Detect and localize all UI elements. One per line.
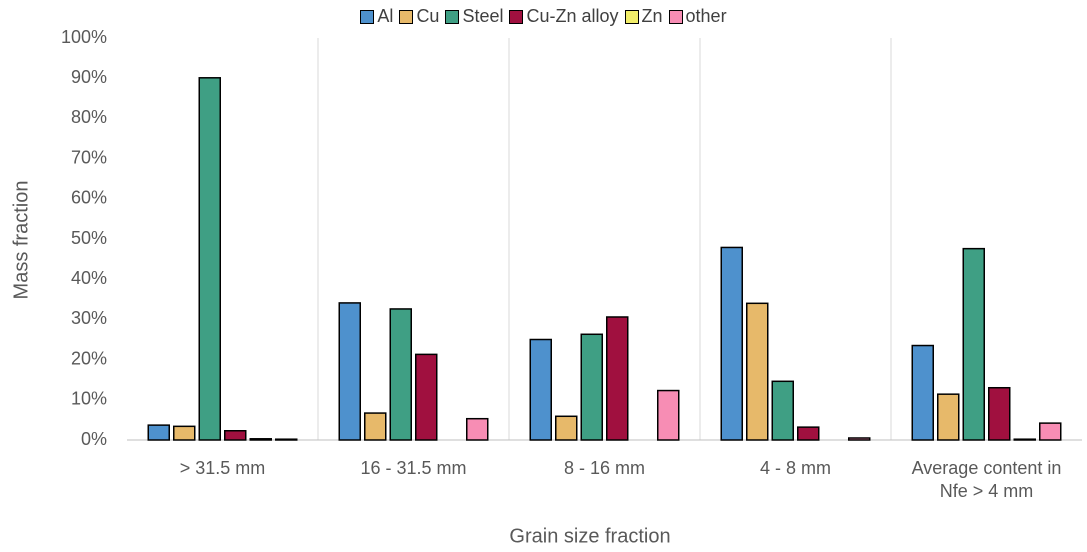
legend-label: Cu-Zn alloy <box>526 6 619 26</box>
y-tick-label: 40% <box>71 268 107 288</box>
legend-swatch <box>399 9 414 24</box>
bar <box>275 438 298 441</box>
x-axis-title: Grain size fraction <box>509 525 670 547</box>
legend-label: Zn <box>641 6 663 26</box>
y-axis-title: Mass fraction <box>10 181 32 300</box>
legend-swatch <box>624 9 639 24</box>
bar <box>389 308 412 441</box>
x-tick-label: 16 - 31.5 mm <box>360 458 467 478</box>
legend-item: other <box>668 6 727 27</box>
bar <box>606 316 629 441</box>
bar <box>147 424 170 441</box>
legend-item: Al <box>360 6 393 27</box>
bar <box>1013 438 1036 441</box>
y-tick-label: 70% <box>71 147 107 167</box>
bar <box>797 426 820 441</box>
x-tick-label: 4 - 8 mm <box>759 458 831 478</box>
legend-swatch <box>509 9 524 24</box>
legend-label: Al <box>377 6 394 26</box>
legend-item: Cu-Zn alloy <box>509 6 619 27</box>
bar <box>249 438 272 441</box>
y-tick-label: 20% <box>71 348 107 368</box>
y-tick-label: 10% <box>71 389 107 409</box>
legend-swatch <box>360 9 375 24</box>
bar <box>224 430 247 441</box>
bar <box>198 77 221 441</box>
y-tick-label: 0% <box>81 429 107 449</box>
bar <box>962 247 985 441</box>
bar <box>466 417 489 441</box>
bar <box>657 389 680 441</box>
y-tick-label: 80% <box>71 107 107 127</box>
legend-label: Cu <box>416 6 440 26</box>
bar <box>415 353 438 441</box>
legend-swatch <box>668 9 683 24</box>
legend-item: Steel <box>445 6 503 27</box>
x-tick-label: 8 - 16 mm <box>563 458 646 478</box>
y-tick-label: 90% <box>71 67 107 87</box>
bar <box>364 412 387 441</box>
bar <box>173 425 196 441</box>
y-tick-label: 50% <box>71 228 107 248</box>
legend-item: Zn <box>624 6 663 27</box>
y-tick-label: 100% <box>61 27 107 47</box>
bar <box>338 302 361 441</box>
bar <box>771 380 794 441</box>
y-tick-label: 30% <box>71 308 107 328</box>
legend-item: Cu <box>399 6 439 27</box>
bar <box>911 344 934 441</box>
y-tick-label: 60% <box>71 188 107 208</box>
bar <box>937 393 960 441</box>
legend-label: Steel <box>462 6 504 26</box>
x-tick-label: > 31.5 mm <box>179 458 266 478</box>
bar <box>848 437 871 441</box>
legend: Al Cu Steel Cu-Zn alloy Zn other <box>0 6 1087 27</box>
bar <box>555 415 578 441</box>
x-tick-label: Average content in Nfe > 4 mm <box>911 458 1062 501</box>
bar <box>529 338 552 441</box>
bar <box>746 302 769 441</box>
bar <box>580 333 603 441</box>
bar <box>988 386 1011 441</box>
legend-swatch <box>445 9 460 24</box>
legend-label: other <box>685 6 727 26</box>
bar <box>1039 422 1062 441</box>
bar <box>720 246 743 441</box>
